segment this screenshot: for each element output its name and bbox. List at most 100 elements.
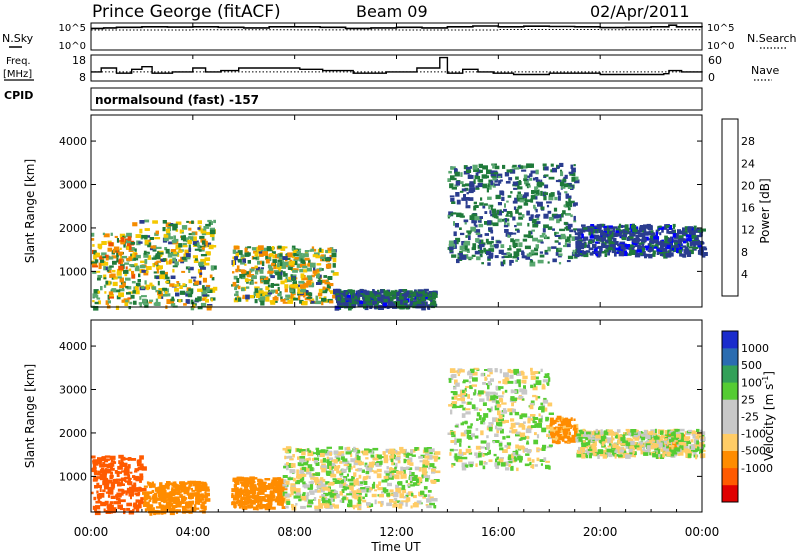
- echo-cell: [607, 247, 613, 251]
- echo-cell: [661, 240, 667, 246]
- echo-cell: [472, 371, 478, 376]
- echo-cell: [351, 476, 355, 481]
- echo-cell: [297, 462, 302, 466]
- echo-cell: [382, 302, 388, 308]
- echo-cell: [250, 501, 256, 505]
- echo-cell: [537, 448, 540, 451]
- echo-cell: [118, 460, 121, 464]
- echo-cell: [450, 212, 454, 216]
- echo-cell: [412, 495, 417, 499]
- echo-cell: [198, 269, 202, 274]
- echo-cell: [292, 477, 296, 482]
- echo-cell: [236, 294, 239, 298]
- nave-right-tick-top: 60: [708, 54, 722, 67]
- echo-cell: [92, 466, 97, 469]
- echo-cell: [135, 508, 140, 512]
- echo-cell: [249, 483, 254, 489]
- echo-cell: [512, 239, 516, 245]
- echo-cell: [147, 505, 150, 510]
- echo-cell: [503, 208, 507, 212]
- echo-cell: [159, 258, 166, 262]
- echo-cell: [402, 289, 408, 292]
- echo-cell: [129, 471, 133, 474]
- echo-cell: [115, 478, 121, 481]
- echo-cell: [330, 462, 336, 467]
- echo-cell: [340, 479, 344, 484]
- power-frame: [90, 114, 703, 308]
- echo-cell: [426, 498, 432, 503]
- echo-cell: [686, 242, 690, 248]
- echo-cell: [143, 499, 147, 505]
- echo-cell: [158, 492, 161, 497]
- echo-cell: [573, 176, 579, 181]
- echo-cell: [117, 465, 123, 470]
- echo-cell: [319, 486, 323, 491]
- echo-cell: [136, 487, 142, 492]
- echo-cell: [583, 227, 588, 230]
- echo-cell: [168, 491, 171, 495]
- echo-cell: [616, 231, 622, 237]
- echo-cell: [636, 445, 642, 451]
- echo-cell: [515, 209, 519, 214]
- echo-cell: [676, 437, 679, 441]
- echo-cell: [299, 299, 304, 304]
- echo-cell: [187, 293, 193, 298]
- echo-cell: [142, 502, 147, 507]
- echo-cell: [700, 429, 703, 434]
- echo-cell: [200, 498, 205, 501]
- echo-cell: [153, 494, 158, 499]
- echo-cell: [665, 430, 670, 433]
- echo-cell: [92, 244, 95, 247]
- echo-cell: [501, 211, 504, 213]
- echo-cell: [394, 474, 400, 480]
- echo-cell: [281, 502, 284, 507]
- echo-cell: [372, 300, 377, 305]
- echo-cell: [201, 496, 204, 500]
- echo-cell: [310, 262, 316, 268]
- echo-cell: [302, 265, 308, 269]
- echo-cell: [167, 496, 173, 501]
- echo-cell: [329, 465, 332, 471]
- echo-cell: [513, 243, 516, 249]
- echo-cell: [160, 507, 163, 512]
- echo-cell: [291, 483, 296, 488]
- echo-cell: [331, 503, 335, 507]
- echo-cell: [329, 300, 334, 304]
- echo-cell: [539, 235, 545, 238]
- echo-cell: [419, 460, 423, 463]
- echo-cell: [104, 455, 111, 458]
- echo-cell: [406, 452, 413, 456]
- echo-cell: [293, 286, 300, 289]
- echo-cell: [400, 474, 404, 479]
- echo-cell: [608, 249, 612, 253]
- echo-cell: [573, 425, 577, 430]
- echo-cell: [362, 478, 366, 483]
- echo-cell: [476, 412, 480, 417]
- echo-cell: [529, 173, 533, 177]
- echo-cell: [368, 475, 371, 479]
- echo-cell: [100, 469, 104, 473]
- echo-cell: [262, 251, 268, 256]
- echo-cell: [296, 480, 301, 483]
- echo-cell: [465, 408, 471, 411]
- echo-cell: [358, 461, 364, 466]
- echo-cell: [497, 176, 501, 179]
- echo-cell: [409, 480, 413, 484]
- echo-cell: [286, 466, 289, 471]
- echo-cell: [486, 445, 489, 450]
- echo-cell: [286, 500, 291, 505]
- echo-cell: [632, 436, 636, 440]
- echo-cell: [581, 245, 585, 250]
- echo-cell: [267, 247, 273, 252]
- echo-cell: [665, 438, 669, 441]
- echo-cell: [462, 389, 465, 394]
- echo-cell: [290, 483, 296, 486]
- echo-cell: [181, 497, 188, 500]
- echo-cell: [573, 418, 576, 421]
- echo-cell: [257, 479, 263, 483]
- echo-cell: [254, 299, 258, 304]
- echo-cell: [106, 468, 112, 474]
- echo-cell: [346, 446, 351, 451]
- echo-cell: [461, 413, 466, 418]
- echo-cell: [567, 437, 571, 442]
